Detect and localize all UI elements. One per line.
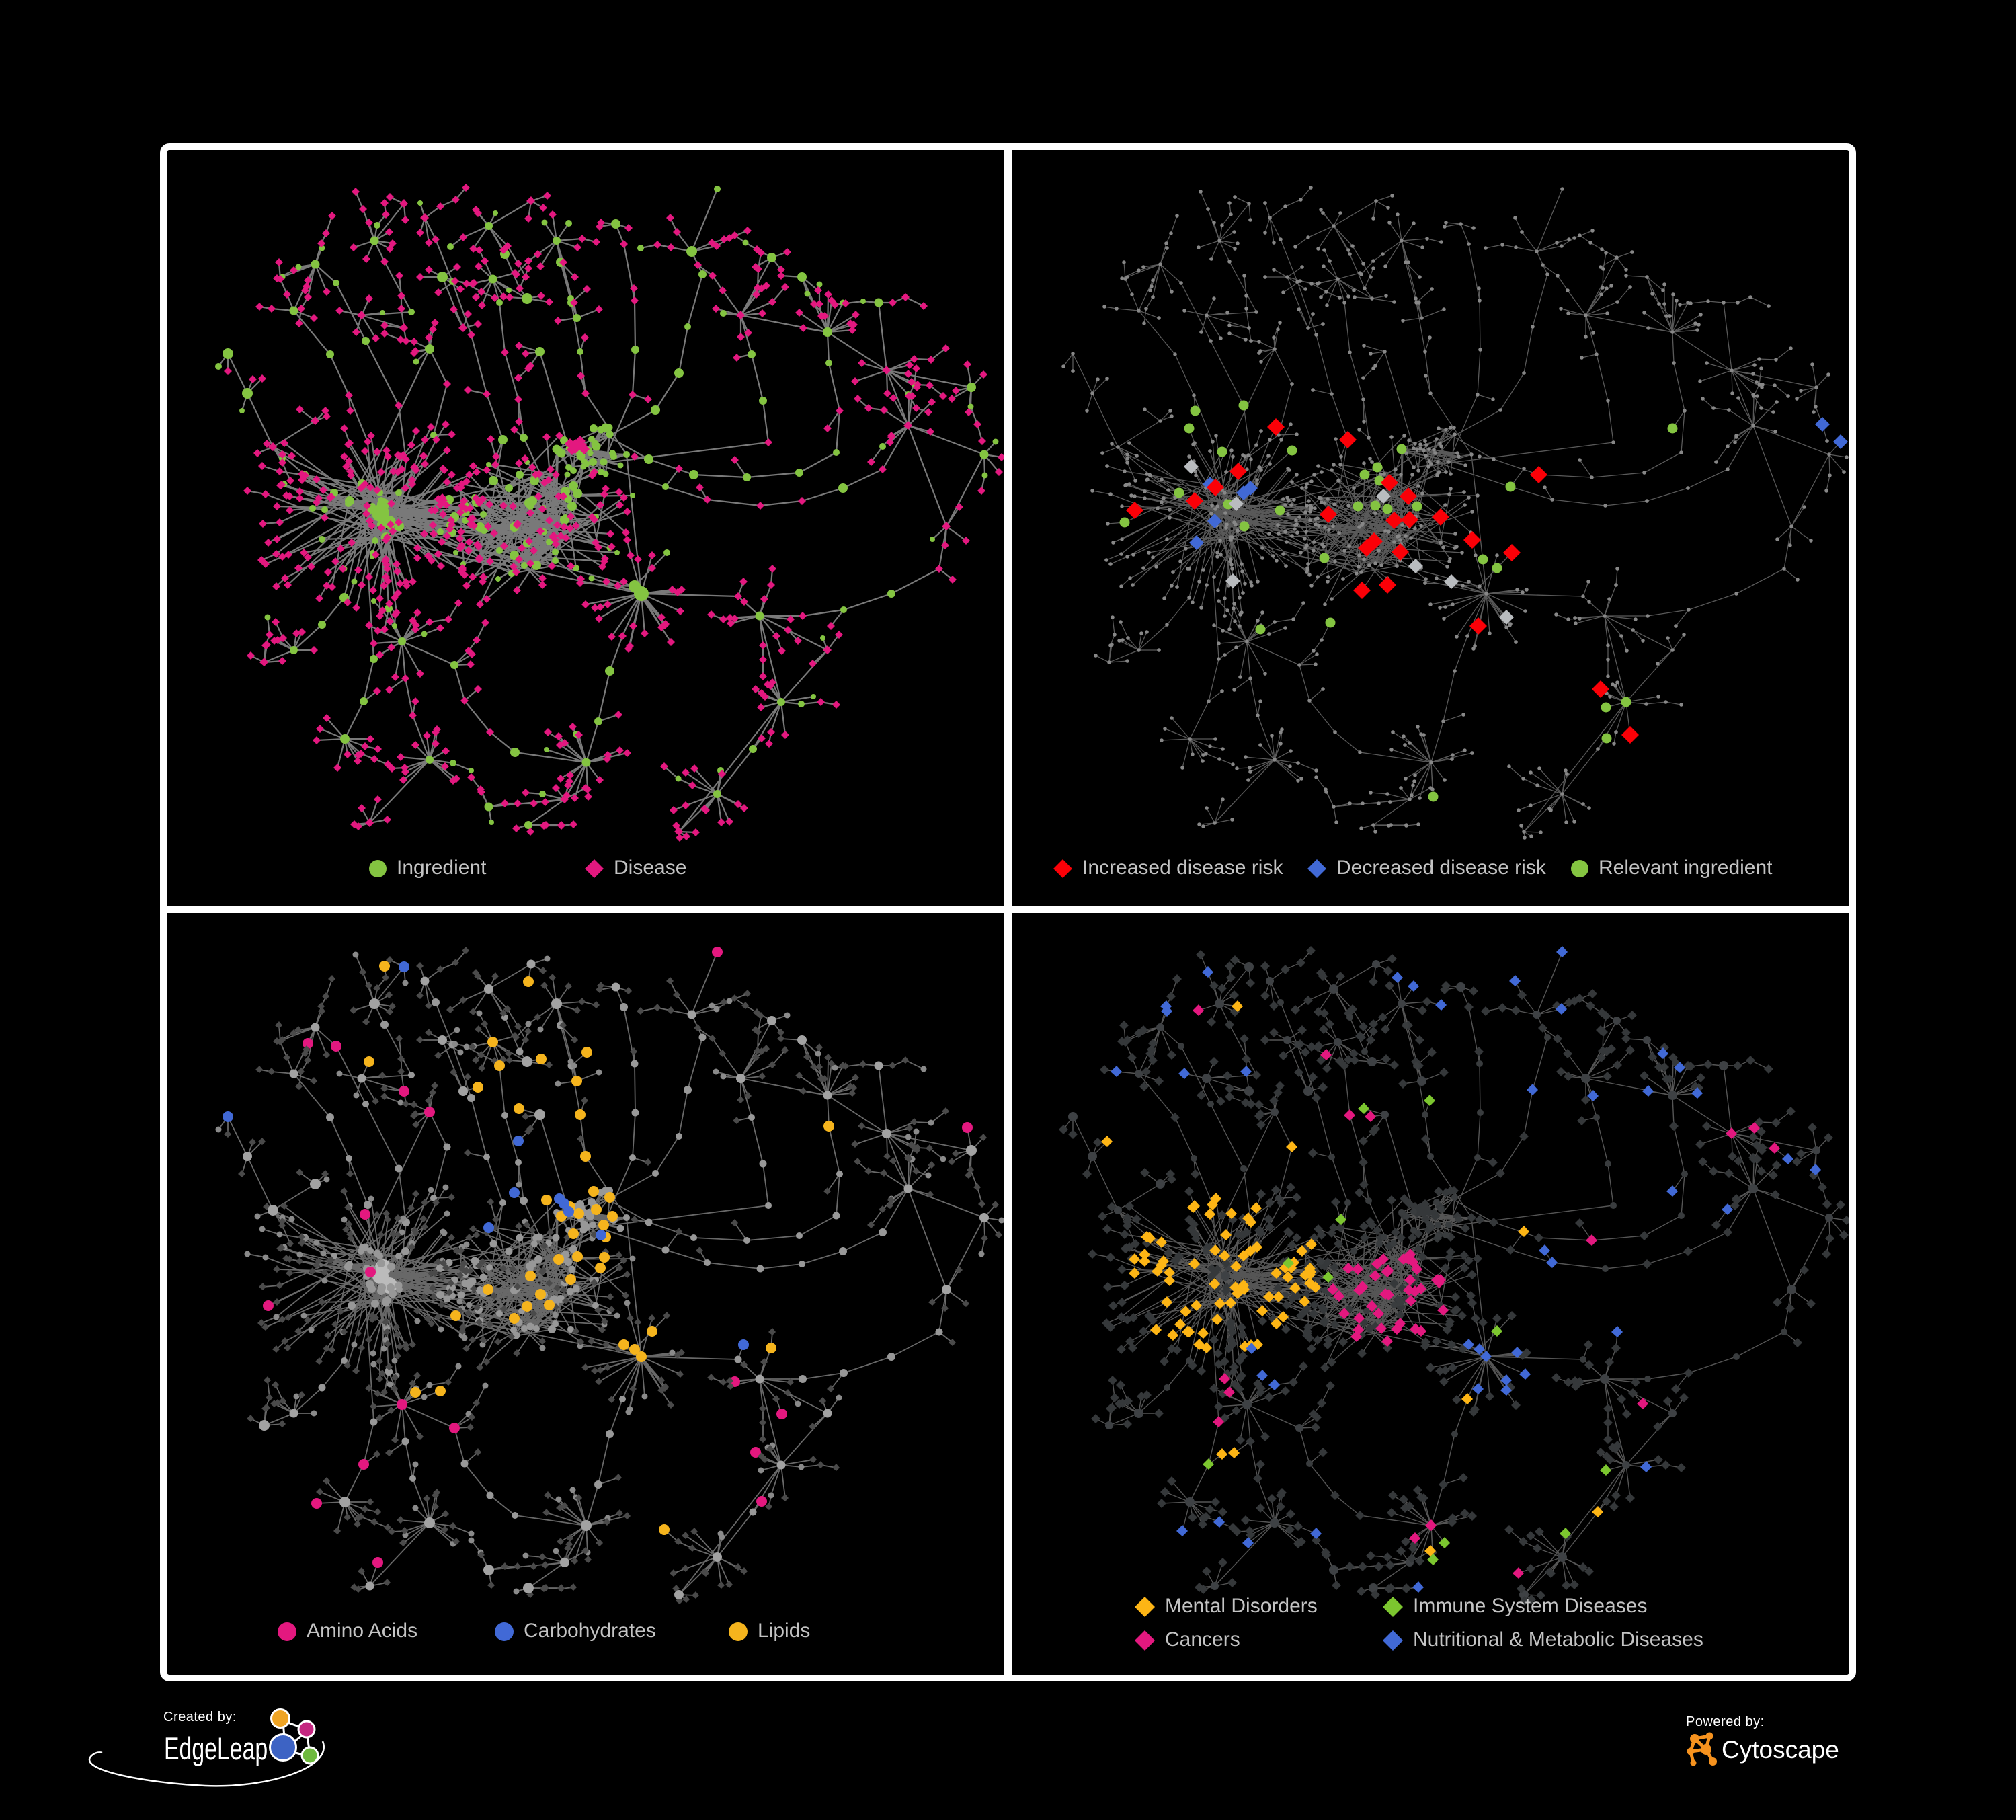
svg-text:EdgeLeap: EdgeLeap bbox=[164, 1731, 268, 1767]
svg-text:Cytoscape: Cytoscape bbox=[1722, 1736, 1839, 1764]
